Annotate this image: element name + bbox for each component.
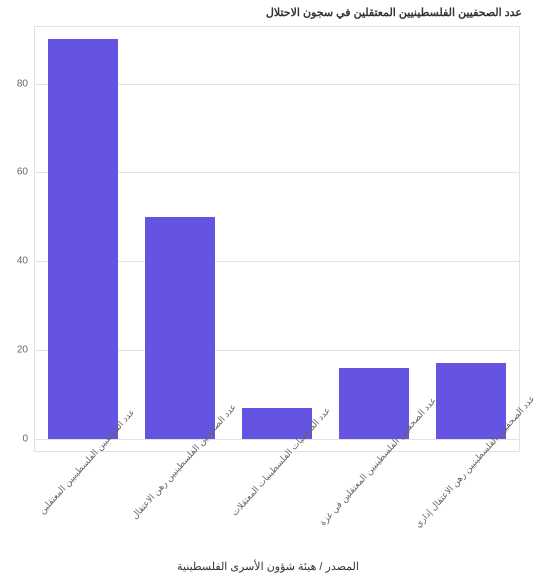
x-axis-label: المصدر / هيئة شؤون الأسرى الفلسطينية — [0, 560, 536, 573]
bar — [48, 39, 118, 438]
chart-title: عدد الصحفيين الفلسطينيين المعتقلين في سج… — [266, 6, 522, 19]
y-tick-label: 40 — [17, 256, 34, 267]
bar-chart: عدد الصحفيين الفلسطينيين المعتقلين في سج… — [0, 0, 536, 580]
bar — [436, 363, 506, 438]
plot-area: 020406080عدد الصحفيين الفلسطينيين المعتق… — [34, 26, 520, 452]
bar — [145, 217, 215, 439]
y-tick-label: 20 — [17, 344, 34, 355]
y-tick-label: 60 — [17, 167, 34, 178]
y-tick-label: 0 — [22, 433, 34, 444]
bar — [339, 368, 409, 439]
y-tick-label: 80 — [17, 78, 34, 89]
